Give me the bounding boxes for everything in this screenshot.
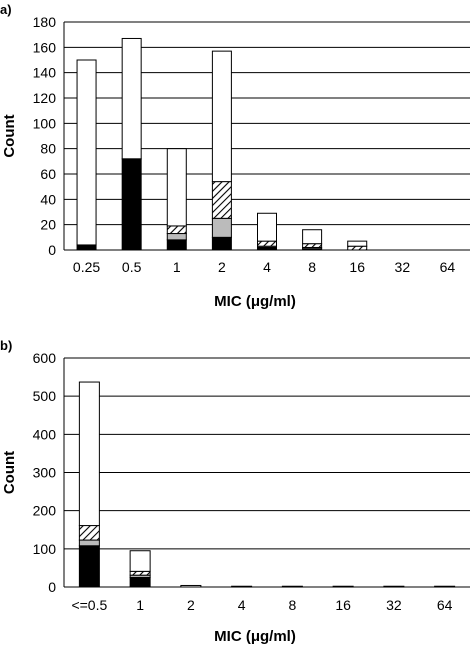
y-tick-label: 300 <box>33 465 57 481</box>
x-tick-label: 2 <box>218 259 226 275</box>
bar-segment <box>257 240 277 247</box>
bar-segment <box>129 570 151 576</box>
panel-label: b) <box>0 338 12 353</box>
bar-segment <box>347 245 368 251</box>
bar-segment <box>180 584 202 588</box>
bar-segment <box>76 244 97 251</box>
x-tick-label: 2 <box>187 597 195 613</box>
bar-segment <box>347 240 368 247</box>
bar-segment <box>166 148 187 227</box>
bar-segment <box>211 50 232 183</box>
y-tick-label: 20 <box>40 217 56 233</box>
bar-segment <box>121 37 142 160</box>
bar-segment <box>211 181 232 219</box>
y-tick-label: 40 <box>40 191 56 207</box>
x-tick-label: 16 <box>335 597 351 613</box>
bar-segment <box>129 550 151 572</box>
bar-segment <box>78 381 100 527</box>
bar-segment <box>166 225 187 235</box>
x-tick-label: 4 <box>263 259 271 275</box>
y-tick-label: 60 <box>40 166 56 182</box>
bar-segment <box>332 585 354 588</box>
bar-segment <box>231 585 253 588</box>
y-tick-label: 80 <box>40 141 56 157</box>
x-tick-label: 4 <box>238 597 246 613</box>
x-tick-label: 8 <box>288 597 296 613</box>
y-tick-label: 160 <box>33 39 57 55</box>
x-tick-label: 32 <box>386 597 402 613</box>
x-tick-label: 0.25 <box>73 259 100 275</box>
bar-segment <box>76 59 97 246</box>
x-axis-title: MIC (μg/ml) <box>214 293 296 310</box>
y-axis-title: Count <box>1 114 18 157</box>
x-tick-label: 1 <box>136 597 144 613</box>
y-tick-label: 0 <box>48 579 56 595</box>
bar-segment <box>78 545 100 588</box>
bar-segment <box>302 243 323 248</box>
bar-segment <box>383 585 405 588</box>
bar-segment <box>434 585 456 588</box>
x-tick-label: 8 <box>308 259 316 275</box>
y-tick-label: 400 <box>33 426 57 442</box>
y-tick-label: 140 <box>33 65 57 81</box>
y-tick-label: 100 <box>33 541 57 557</box>
y-axis-title: Count <box>1 451 18 494</box>
y-tick-label: 0 <box>48 242 56 258</box>
x-tick-label: 32 <box>395 259 411 275</box>
bar-segment <box>211 236 232 251</box>
bar-segment <box>211 217 232 238</box>
bar-segment <box>281 585 303 588</box>
bar-segment <box>78 539 100 547</box>
chart-panel-2: b) 0 100 200 300 400 500 600 <=0.5 1 2 4 8 16 32 64 MIC … <box>0 338 470 645</box>
y-tick-label: 180 <box>33 14 57 30</box>
bar-segment <box>129 576 151 588</box>
chart-panel-1: a) 0 20 40 60 80 100 120 140 160 180 0.25 0.5 1 2 4 8 16 3… <box>0 2 470 310</box>
x-tick-label: 64 <box>437 597 453 613</box>
y-tick-label: 200 <box>33 503 57 519</box>
y-tick-label: 120 <box>33 90 57 106</box>
x-tick-label: 16 <box>349 259 365 275</box>
x-tick-label: <=0.5 <box>71 597 107 613</box>
bar-segment <box>302 229 323 245</box>
bar-segment <box>78 525 100 541</box>
x-tick-label: 1 <box>173 259 181 275</box>
bar-segment <box>121 158 142 251</box>
panel-label: a) <box>0 2 12 17</box>
bar-segment <box>166 239 187 251</box>
y-tick-label: 600 <box>33 350 57 366</box>
bar-segment <box>166 233 187 241</box>
x-tick-label: 0.5 <box>122 259 142 275</box>
y-tick-label: 100 <box>33 115 57 131</box>
bar-segment <box>257 212 277 242</box>
x-axis-title: MIC (μg/ml) <box>214 628 296 645</box>
y-tick-label: 500 <box>33 388 57 404</box>
x-tick-label: 64 <box>440 259 456 275</box>
